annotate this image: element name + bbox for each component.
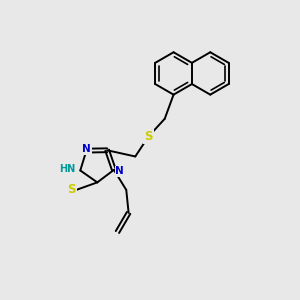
- Text: N: N: [82, 144, 91, 154]
- Text: S: S: [144, 130, 153, 143]
- Text: HN: HN: [59, 164, 75, 174]
- Text: S: S: [67, 183, 76, 196]
- Text: N: N: [116, 167, 124, 176]
